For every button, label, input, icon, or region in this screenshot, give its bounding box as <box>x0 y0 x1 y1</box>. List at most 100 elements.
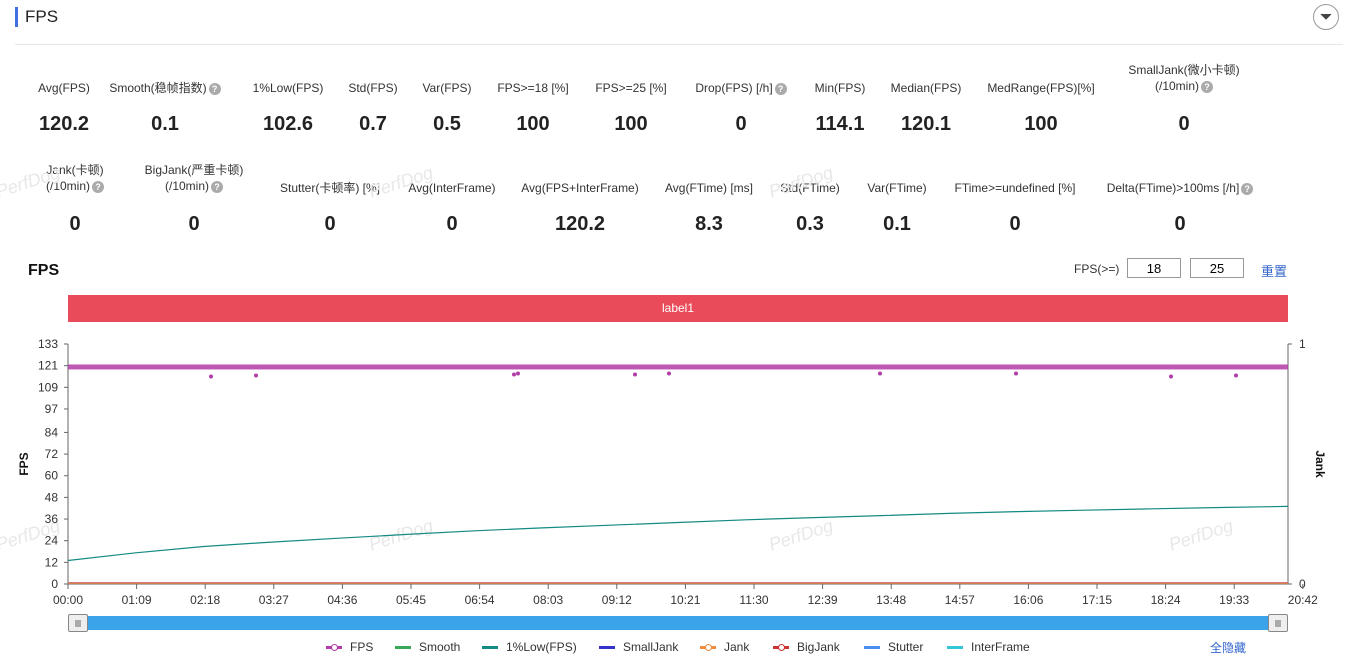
legend-swatch <box>864 645 880 649</box>
x-tick-label: 01:09 <box>122 593 152 607</box>
stat-label: Var(FPS) <box>357 80 537 96</box>
y-tick-label: 121 <box>38 359 58 373</box>
legend-label: Smooth <box>419 640 461 654</box>
fps-dip-point <box>1014 371 1018 376</box>
legend-item[interactable]: 1%Low(FPS) <box>482 639 577 655</box>
x-tick-label: 00:00 <box>53 593 83 607</box>
legend-swatch <box>700 643 716 651</box>
stat-label-text: FPS>=25 [%] <box>595 81 667 95</box>
slider-handle-left[interactable] <box>68 614 88 632</box>
chevron-down-icon <box>1320 13 1332 20</box>
legend-label: Jank <box>724 640 750 654</box>
x-tick-label: 18:24 <box>1151 593 1181 607</box>
stat-label-text: Std(FTime) <box>780 181 840 195</box>
fps-threshold-input-1[interactable] <box>1127 258 1181 278</box>
y-tick-label: 97 <box>45 402 59 416</box>
stat-label: Delta(FTime)>100ms [/h]? <box>1090 180 1270 196</box>
stat-label-text: Smooth(稳帧指数) <box>109 81 207 95</box>
y-tick-label: 72 <box>45 447 59 461</box>
page-title: FPS <box>25 7 59 26</box>
legend-item[interactable]: Stutter <box>864 639 923 655</box>
divider <box>15 44 1343 45</box>
help-icon[interactable]: ? <box>1201 80 1213 93</box>
help-icon[interactable]: ? <box>92 180 104 193</box>
stat-value: 0.1 <box>883 213 911 235</box>
legend-label: InterFrame <box>971 640 1030 654</box>
stat-label-text: Avg(InterFrame) <box>408 181 496 195</box>
stat-label-text: Avg(FPS) <box>38 81 90 95</box>
help-icon[interactable]: ? <box>1241 182 1254 195</box>
y-tick-label: 84 <box>45 425 59 439</box>
stat-label-text: MedRange(FPS)[%] <box>987 81 1095 95</box>
stat-label: Avg(FPS) <box>0 80 154 96</box>
legend-label: SmallJank <box>623 640 679 654</box>
stat-label-text: FTime>=undefined [%] <box>954 181 1076 195</box>
fps-chart: 0122436486072849710912113301FPSJank00:00… <box>17 337 1327 607</box>
fps-threshold-label: FPS(>=) <box>1074 262 1120 276</box>
stat-value: 120.1 <box>900 113 952 135</box>
legend-item[interactable]: Smooth <box>395 639 460 655</box>
x-tick-label: 16:06 <box>1013 593 1043 607</box>
legend-item[interactable]: InterFrame <box>947 639 1030 655</box>
stat-label: SmallJank(微小卡顿) (/10min)? <box>1094 62 1274 94</box>
x-tick-label: 13:48 <box>876 593 906 607</box>
stat-value: 100 <box>1024 113 1058 135</box>
stat-value: 0 <box>1009 213 1021 235</box>
x-tick-label: 06:54 <box>465 593 495 607</box>
stat-label-text: FPS>=18 [%] <box>497 81 569 95</box>
x-tick-label: 17:15 <box>1082 593 1112 607</box>
legend-swatch <box>773 643 789 651</box>
legend-item[interactable]: FPS <box>326 639 373 655</box>
fps-dip-point <box>512 372 516 377</box>
fps-dip-point <box>667 371 671 376</box>
y-tick-label: 48 <box>45 490 59 504</box>
stat-label: Jank(卡顿) (/10min)? <box>0 162 165 194</box>
stat-label-text: Stutter(卡顿率) [%] <box>279 181 380 195</box>
y-tick-label: 24 <box>45 534 59 548</box>
help-icon[interactable]: ? <box>208 82 221 95</box>
stat-label-unit: (/10min) <box>164 179 209 193</box>
slider-handle-right[interactable] <box>1268 614 1288 632</box>
stat-label-text: Median(FPS) <box>890 81 962 95</box>
stat-label-text: BigJank(严重卡顿) <box>144 163 244 177</box>
legend-item[interactable]: Jank <box>700 639 749 655</box>
stat-label: MedRange(FPS)[%] <box>951 80 1131 96</box>
stat-value: 0 <box>1178 113 1190 135</box>
grip-icon <box>75 620 81 627</box>
reset-link[interactable]: 重置 <box>1261 264 1288 279</box>
y-tick-label: 60 <box>45 469 59 483</box>
fps-dip-point <box>254 373 258 378</box>
time-range-slider[interactable] <box>68 614 1288 632</box>
y2-tick-label: 1 <box>1299 337 1306 351</box>
legend-label: BigJank <box>797 640 840 654</box>
stat-label-text: Var(FTime) <box>867 181 927 195</box>
stat-value: 0 <box>1174 213 1186 235</box>
fps-threshold-input-2[interactable] <box>1190 258 1244 278</box>
stat-value: 0.5 <box>433 113 461 135</box>
collapse-button[interactable] <box>1313 4 1339 30</box>
help-icon[interactable]: ? <box>211 180 223 193</box>
x-tick-label: 03:27 <box>259 593 289 607</box>
fps-dip-point <box>1169 374 1173 379</box>
label-band[interactable]: label1 <box>68 295 1288 322</box>
stat-label-text: 1%Low(FPS) <box>252 81 324 95</box>
x-tick-label: 11:30 <box>739 593 768 607</box>
stat-label: Std(FTime) <box>720 180 900 196</box>
fps-dip-point <box>878 371 882 376</box>
legend-swatch <box>482 645 498 649</box>
legend-item[interactable]: BigJank <box>773 639 840 655</box>
chart-title: FPS <box>28 262 60 279</box>
grip-icon <box>1275 620 1281 627</box>
fps-dip-point <box>209 374 213 379</box>
stat-label-text: Min(FPS) <box>814 81 866 95</box>
x-tick-label: 14:57 <box>945 593 975 607</box>
help-icon[interactable]: ? <box>774 82 787 95</box>
legend-item[interactable]: SmallJank <box>599 639 678 655</box>
y-tick-label: 12 <box>45 555 59 569</box>
stat-value: 102.6 <box>262 113 314 135</box>
stat-label: BigJank(严重卡顿) (/10min)? <box>104 162 284 194</box>
slider-track <box>68 616 1288 630</box>
stat-value: 0 <box>446 213 458 235</box>
stat-label: Std(FPS) <box>283 80 463 96</box>
hide-all-link[interactable]: 全隐藏 <box>1210 641 1247 655</box>
